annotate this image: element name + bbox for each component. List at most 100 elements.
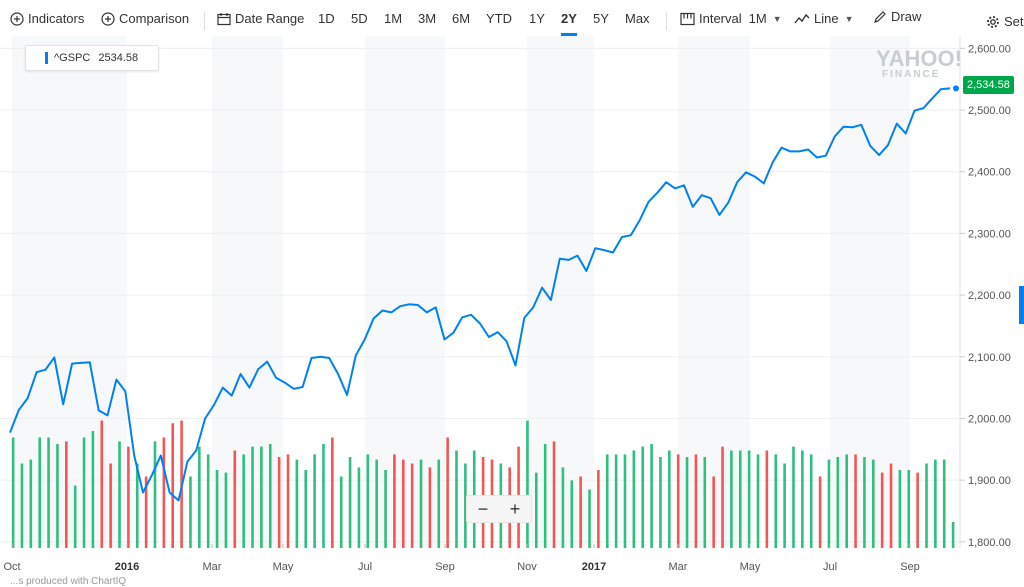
- volume-bar: [260, 446, 263, 548]
- side-panel-handle[interactable]: [1019, 286, 1024, 324]
- volume-bar: [127, 446, 130, 548]
- volume-bar: [756, 454, 760, 548]
- volume-bar: [419, 459, 423, 548]
- volume-bar: [614, 454, 618, 548]
- volume-bar: [925, 463, 928, 548]
- volume-bar: [339, 476, 343, 548]
- last-price-tag: 2,534.58: [963, 76, 1014, 94]
- series-legend[interactable]: ^GSPC 2534.58: [25, 45, 159, 71]
- volume-bar: [712, 476, 715, 548]
- watermark-line1: YAHOO!: [876, 46, 962, 71]
- chevron-down-icon: ▼: [772, 13, 782, 24]
- date-range-label: Date Range: [235, 11, 305, 26]
- zoom-controls: − +: [466, 495, 532, 523]
- volume-bar: [393, 454, 396, 548]
- volume-bar: [561, 467, 565, 548]
- x-tick-label: 2016: [115, 561, 139, 573]
- volume-bar: [268, 444, 272, 548]
- range-3m[interactable]: 3M: [418, 11, 437, 26]
- volume-bar: [410, 463, 414, 548]
- range-1y[interactable]: 1Y: [529, 11, 545, 26]
- volume-bar: [632, 450, 636, 548]
- volume-bar: [251, 446, 254, 548]
- toolbar-divider: [666, 12, 667, 30]
- settings-label: Set: [1004, 14, 1024, 29]
- x-tick-label: Jul: [823, 561, 837, 573]
- volume-bar: [676, 454, 680, 548]
- volume-bar: [215, 470, 219, 548]
- volume-bar: [366, 454, 370, 548]
- volume-bar: [570, 480, 574, 548]
- volume-bar: [91, 431, 95, 548]
- x-tick-label: Oct: [3, 561, 20, 573]
- x-tick-label: Sep: [900, 561, 920, 573]
- volume-bar: [641, 446, 645, 548]
- y-tick-label: 2,200.00: [968, 290, 1011, 302]
- volume-bar: [535, 472, 538, 548]
- y-axis: 2,600.00 2,500.00 2,400.00 2,300.00 2,200.00…: [960, 43, 1011, 549]
- volume-bar: [871, 459, 875, 548]
- volume-bar: [526, 420, 529, 548]
- range-ytd[interactable]: YTD: [486, 11, 512, 26]
- volume-bar: [277, 457, 281, 548]
- volume-bar: [11, 437, 15, 548]
- volume-bar: [774, 454, 778, 548]
- series-color-swatch: [45, 52, 48, 64]
- volume-bar: [224, 472, 228, 548]
- volume-bar: [747, 450, 751, 548]
- volume-bar: [543, 444, 547, 548]
- month-bands: [12, 36, 910, 548]
- volume-bar: [162, 437, 166, 548]
- volume-bar: [889, 463, 893, 548]
- interval-label: Interval: [699, 11, 742, 26]
- range-max[interactable]: Max: [625, 11, 650, 26]
- volume-bar: [898, 470, 902, 548]
- range-6m[interactable]: 6M: [452, 11, 471, 26]
- x-tick-label: May: [740, 561, 761, 573]
- volume-bar: [100, 420, 104, 548]
- volume-bar: [375, 459, 378, 548]
- calendar-icon: [217, 12, 231, 26]
- volume-bar: [579, 476, 582, 548]
- watermark-line2: FINANCE: [882, 69, 941, 80]
- y-tick-label: 2,100.00: [968, 352, 1011, 364]
- indicators-button[interactable]: Indicators: [10, 11, 84, 26]
- volume-bar: [694, 454, 698, 548]
- date-range-button[interactable]: Date Range: [217, 11, 304, 26]
- interval-button[interactable]: Interval 1M ▼: [680, 11, 782, 26]
- draw-label: Draw: [891, 9, 922, 24]
- range-5d[interactable]: 5D: [351, 11, 368, 26]
- volume-bar: [171, 423, 175, 548]
- volume-bar: [82, 437, 86, 548]
- zoom-in-button[interactable]: +: [509, 499, 521, 519]
- chevron-down-icon: ▼: [844, 13, 854, 24]
- volume-bar: [65, 441, 68, 548]
- volume-bar: [20, 463, 24, 548]
- toolbar-divider: [204, 12, 205, 30]
- series-symbol: ^GSPC: [54, 52, 91, 64]
- volume-bar: [357, 467, 361, 548]
- comparison-button[interactable]: Comparison: [101, 11, 189, 26]
- settings-button[interactable]: Set: [986, 14, 1024, 29]
- volume-bar: [455, 450, 458, 548]
- zoom-out-button[interactable]: −: [477, 499, 489, 519]
- chart-type-button[interactable]: Line ▼: [794, 11, 854, 26]
- x-tick-label: May: [273, 561, 294, 573]
- volume-bar: [384, 470, 387, 548]
- range-5y[interactable]: 5Y: [593, 11, 609, 26]
- range-1d[interactable]: 1D: [318, 11, 335, 26]
- volume-bar: [304, 470, 308, 548]
- draw-button[interactable]: Draw: [873, 9, 921, 24]
- y-tick-label: 2,500.00: [968, 105, 1011, 117]
- volume-bars: [11, 420, 955, 548]
- y-tick-label: 2,300.00: [968, 228, 1011, 240]
- chart-credit: ...s produced with ChartIQ: [10, 576, 127, 587]
- volume-bar: [854, 454, 857, 548]
- volume-bar: [588, 489, 591, 548]
- range-1m[interactable]: 1M: [384, 11, 403, 26]
- chart-toolbar: Indicators Comparison Date Range 1D 5D 1…: [0, 0, 1024, 42]
- volume-bar: [783, 463, 786, 548]
- range-2y[interactable]: 2Y: [561, 11, 577, 36]
- volume-bar: [765, 450, 769, 548]
